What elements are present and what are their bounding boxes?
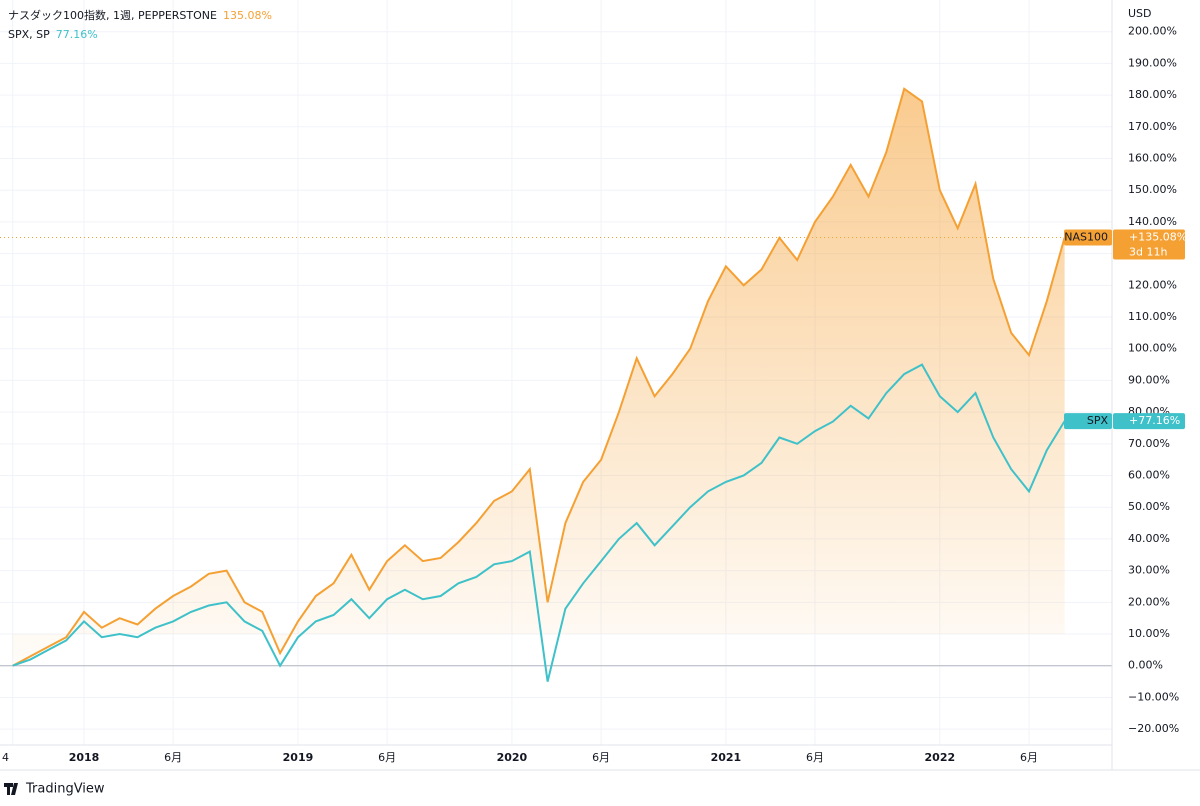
y-tick-label: 120.00% (1128, 278, 1177, 291)
y-axis-label: USD (1128, 7, 1152, 20)
y-tick-label: 200.00% (1128, 25, 1177, 38)
legend-value: 135.08% (223, 9, 272, 22)
series-tag (1064, 229, 1112, 246)
y-tick-label: 50.00% (1128, 500, 1170, 513)
legend-value: 77.16% (56, 28, 98, 41)
y-tick-label: 140.00% (1128, 215, 1177, 228)
x-tick-label: 2022 (925, 751, 956, 764)
y-tick-label: 170.00% (1128, 120, 1177, 133)
x-tick-label: 6月 (806, 751, 824, 764)
line (12, 363, 1066, 682)
value-tag-label: +135.08% (1129, 231, 1187, 244)
x-tick-label: 2018 (69, 751, 100, 764)
y-tick-label: −20.00% (1128, 722, 1179, 735)
series-tag-name: NAS100 (1064, 231, 1108, 244)
y-tick-label: 60.00% (1128, 469, 1170, 482)
y-tick-label: 190.00% (1128, 56, 1177, 69)
y-tick-label: 0.00% (1128, 659, 1163, 672)
y-tick-label: 150.00% (1128, 183, 1177, 196)
y-tick-label: 90.00% (1128, 373, 1170, 386)
legend-name: SPX, SP (8, 28, 50, 41)
y-tick-label: 40.00% (1128, 532, 1170, 545)
y-tick-label: 180.00% (1128, 88, 1177, 101)
x-tick-label: 4 (2, 751, 9, 764)
series-tag (1064, 413, 1112, 430)
x-tick-label: 2020 (497, 751, 528, 764)
brand: TradingView (25, 782, 105, 797)
x-tick-label: 6月 (592, 751, 610, 764)
y-tick-label: 110.00% (1128, 310, 1177, 323)
value-tag (1113, 229, 1185, 260)
value-tag-label: +77.16% (1129, 414, 1180, 427)
y-tick-label: −10.00% (1128, 690, 1179, 703)
y-tick-label: 160.00% (1128, 152, 1177, 165)
value-tag (1113, 413, 1185, 430)
legend-name: ナスダック100指数, 1週, PEPPERSTONE (8, 8, 217, 22)
y-tick-label: 10.00% (1128, 627, 1170, 640)
line (12, 87, 1066, 667)
x-tick-label: 2019 (283, 751, 314, 764)
countdown: 3d 11h (1129, 246, 1167, 259)
area (12, 88, 1065, 666)
y-tick-label: 30.00% (1128, 564, 1170, 577)
y-tick-label: 100.00% (1128, 342, 1177, 355)
x-tick-label: 2021 (711, 751, 742, 764)
y-tick-label: 70.00% (1128, 437, 1170, 450)
x-tick-label: 6月 (1020, 751, 1038, 764)
brand-logo: TradingView (4, 782, 105, 797)
series-tag-name: SPX (1087, 414, 1109, 427)
x-tick-label: 6月 (164, 751, 182, 764)
y-tick-label: 20.00% (1128, 595, 1170, 608)
x-tick-label: 6月 (378, 751, 396, 764)
